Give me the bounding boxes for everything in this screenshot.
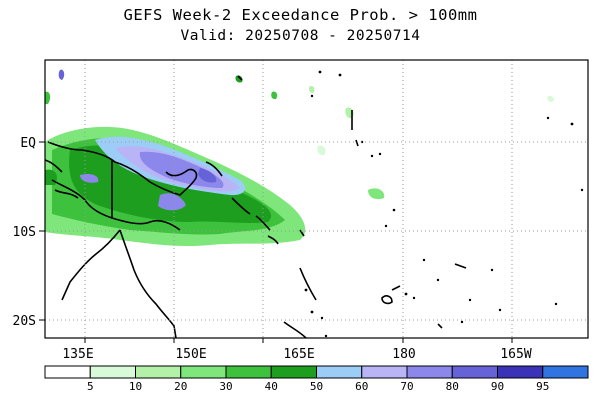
lat-label-10s: 10S	[13, 225, 36, 240]
map-subtitle: Valid: 20250708 - 20250714	[180, 28, 421, 44]
legend-swatch	[451, 365, 498, 379]
color-legend: 5 10 20 30 40 50 60 70 80 90 95	[44, 365, 589, 393]
lon-label-165w: 165W	[500, 347, 531, 362]
legend-label: 80	[446, 380, 459, 393]
legend-swatch	[361, 365, 408, 379]
legend-swatch	[225, 365, 272, 379]
probability-field	[45, 69, 554, 247]
lat-label-20s: 20S	[13, 314, 36, 329]
axis-ticks	[39, 141, 513, 343]
legend-swatch	[497, 365, 544, 379]
lat-label-eq: EQ	[20, 136, 36, 151]
legend-label: 5	[87, 380, 94, 393]
coastlines	[45, 75, 467, 338]
legend-swatch	[542, 365, 589, 379]
legend-label: 95	[536, 380, 549, 393]
legend-label: 10	[129, 380, 142, 393]
legend-label: 60	[355, 380, 368, 393]
lon-label-150e: 150E	[175, 347, 206, 362]
legend-swatch	[180, 365, 227, 379]
lon-label-165e: 165E	[283, 347, 314, 362]
legend-swatch	[135, 365, 182, 379]
legend-swatch	[89, 365, 136, 379]
legend-label: 40	[265, 380, 278, 393]
legend-swatch	[406, 365, 453, 379]
legend-swatch	[44, 365, 91, 379]
map-title: GEFS Week-2 Exceedance Prob. > 100mm	[123, 6, 478, 24]
legend-label: 50	[310, 380, 323, 393]
legend-label: 90	[491, 380, 504, 393]
map-frame	[44, 59, 589, 339]
lon-label-180: 180	[392, 347, 415, 362]
lon-label-135e: 135E	[62, 347, 93, 362]
legend-swatch	[316, 365, 363, 379]
legend-label: 20	[174, 380, 187, 393]
gridlines	[45, 60, 588, 338]
legend-swatch	[270, 365, 317, 379]
legend-label: 30	[219, 380, 232, 393]
legend-label: 70	[400, 380, 413, 393]
